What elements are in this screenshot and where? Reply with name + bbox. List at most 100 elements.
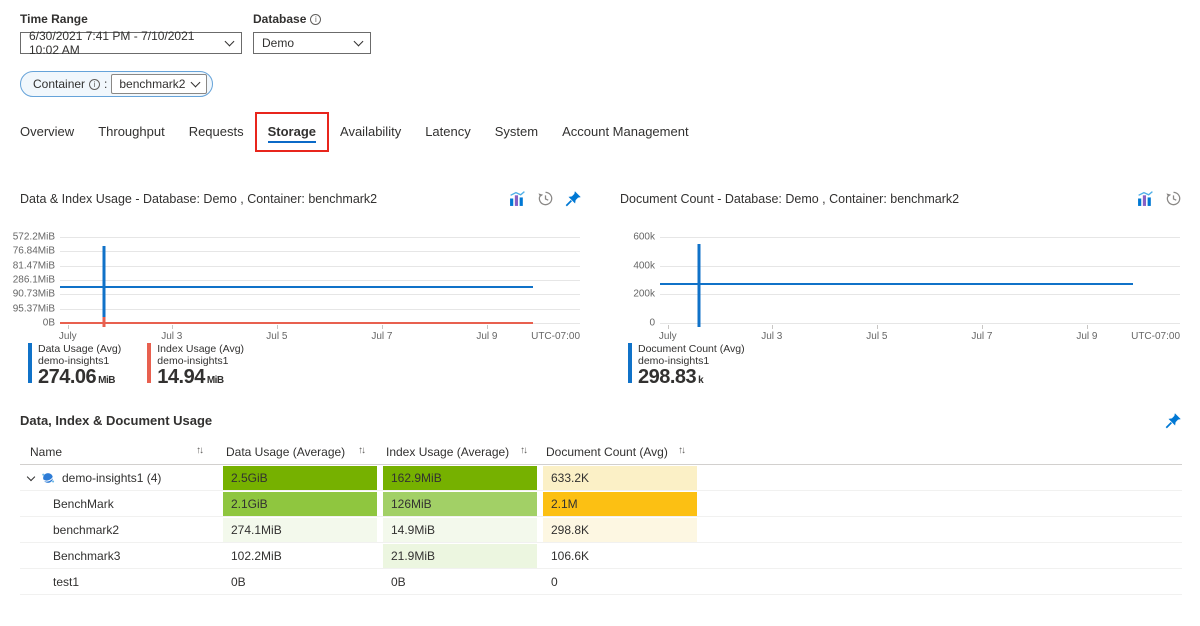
legend-series-scope: demo-insights1 <box>38 355 110 367</box>
legend-series-unit: MiB <box>98 375 116 386</box>
chart-plot[interactable]: 600k 400k 200k 0 July Jul 3 Jul 5 Jul 7 Jul 9 UTC… <box>633 232 1180 342</box>
info-icon: i <box>89 78 101 90</box>
table-row-demo-insights1-4[interactable]: demo-insights1 (4) 2.5GiB 162.9MiB 633.2K <box>20 465 1182 491</box>
time-range-value: 6/30/2021 7:41 PM - 7/10/2021 10:02 AM <box>29 29 195 57</box>
legend-series-scope: demo-insights1 <box>157 355 229 367</box>
row-name: BenchMark <box>53 497 114 511</box>
legend-item-index-usage-avg[interactable]: Index Usage (Avg) demo-insights1 14.94 MiB <box>147 343 244 391</box>
active-tab-highlight-box: Storage <box>254 112 330 152</box>
table-row-benchmark2[interactable]: benchmark2 274.1MiB 14.9MiB 298.8K <box>20 517 1182 543</box>
container-dropdown[interactable]: benchmark2 <box>111 74 208 94</box>
bar-chart-icon[interactable] <box>509 190 526 207</box>
chevron-down-icon <box>224 36 235 47</box>
chart-legend: Data Usage (Avg) demo-insights1 274.06 MiB I… <box>28 343 244 391</box>
time-range-field: Time Range 6/30/2021 7:41 PM - 7/10/2021… <box>20 12 242 57</box>
table-body: demo-insights1 (4) 2.5GiB 162.9MiB 633.2K Be… <box>20 465 1182 595</box>
y-axis-label: 200k <box>633 288 655 300</box>
legend-series-name: Data Usage (Avg) <box>38 343 122 355</box>
chevron-down-icon <box>190 77 201 88</box>
tab-availability[interactable]: Availability <box>340 124 402 139</box>
y-axis-label: 572.2MiB <box>12 231 55 243</box>
y-axis-label: 81.47MiB <box>12 260 55 272</box>
legend-series-value: 274.06 MiB <box>38 366 116 388</box>
x-axis-tick <box>67 325 69 329</box>
y-axis-label: 0 <box>649 317 655 329</box>
metric-cell: 633.2K <box>543 466 697 490</box>
table-row-benchmark[interactable]: BenchMark 2.1GiB 126MiB 2.1M <box>20 491 1182 517</box>
table-row-benchmark3[interactable]: Benchmark3 102.2MiB 21.9MiB 106.6K <box>20 543 1182 569</box>
timezone-label: UTC-07:00 <box>1131 331 1180 342</box>
container-filter-pill[interactable]: Container i : benchmark2 <box>20 71 214 97</box>
column-header-index-usage-average[interactable]: Index Usage (Average) <box>386 445 510 459</box>
pin-icon[interactable] <box>1165 412 1182 429</box>
tab-requests[interactable]: Requests <box>188 124 244 139</box>
metric-cell: 2.5GiB <box>223 466 377 490</box>
tab-bar: Overview Throughput Requests Storage Availab… <box>20 112 689 152</box>
database-label: Database <box>253 12 307 26</box>
metric-cell: 0B <box>391 575 406 589</box>
tab-storage[interactable]: Storage <box>267 114 317 150</box>
chart-title: Data & Index Usage - Database: Demo , Co… <box>20 191 378 206</box>
database-value: Demo <box>262 36 295 50</box>
metric-cell: 0B <box>231 575 246 589</box>
container-label: Container <box>33 77 86 91</box>
sort-icon[interactable]: ↑↓ <box>678 445 686 456</box>
legend-item-document-count-avg[interactable]: Document Count (Avg) demo-insights1 298.83… <box>628 343 745 391</box>
grid-line <box>60 251 580 253</box>
time-range-dropdown[interactable]: 6/30/2021 7:41 PM - 7/10/2021 10:02 AM <box>20 29 242 57</box>
grid-line <box>660 237 1180 238</box>
series-spike-index-usage-avg <box>102 316 106 328</box>
y-axis-label: 286.1MiB <box>12 274 55 286</box>
x-axis-label: Jul 7 <box>371 331 393 342</box>
x-axis-tick <box>1086 325 1088 329</box>
column-header-name[interactable]: Name <box>30 445 63 459</box>
metric-cell: 274.1MiB <box>223 518 377 542</box>
legend-series-value: 14.94 MiB <box>157 366 224 388</box>
grid-line <box>60 265 580 267</box>
database-dropdown[interactable]: Demo <box>253 32 371 54</box>
grid-line <box>60 237 580 238</box>
chart-plot[interactable]: 572.2MiB 76.84MiB 81.47MiB 286.1MiB 90.73MiB… <box>13 232 580 342</box>
metric-cell: 162.9MiB <box>383 466 537 490</box>
tab-system[interactable]: System <box>494 124 539 139</box>
tab-account-management[interactable]: Account Management <box>562 124 689 139</box>
series-spike-data-usage-avg <box>102 245 106 325</box>
column-header-data-usage-average[interactable]: Data Usage (Average) <box>226 445 346 459</box>
pin-icon[interactable] <box>565 190 582 207</box>
y-axis-label: 600k <box>633 231 655 243</box>
table-header-row: Name ↑↓ Data Usage (Average) ↑↓ Index Usage … <box>20 439 1182 465</box>
x-axis-label: Jul 9 <box>1076 331 1098 342</box>
metric-cell: 0 <box>551 575 558 589</box>
tab-overview[interactable]: Overview <box>20 124 75 139</box>
row-name: demo-insights1 (4) <box>62 471 162 485</box>
table-row-test1[interactable]: test1 0B 0B 0 <box>20 569 1182 595</box>
x-axis-label: July <box>58 331 77 342</box>
bar-chart-icon[interactable] <box>1137 190 1154 207</box>
metric-cell: 298.8K <box>543 518 697 542</box>
legend-color-bar <box>628 343 632 383</box>
grid-line <box>60 280 580 281</box>
metric-cell: 2.1GiB <box>223 492 377 516</box>
y-axis-label: 90.73MiB <box>12 288 55 300</box>
legend-color-bar <box>147 343 152 383</box>
tab-throughput[interactable]: Throughput <box>98 124 165 139</box>
history-icon[interactable] <box>537 190 554 207</box>
legend-series-name: Document Count (Avg) <box>638 343 745 355</box>
sort-icon[interactable]: ↑↓ <box>358 445 366 456</box>
row-name-cell: benchmark2 <box>53 517 119 543</box>
column-header-document-count-avg[interactable]: Document Count (Avg) <box>546 445 668 459</box>
sort-icon[interactable]: ↑↓ <box>520 445 528 456</box>
sort-icon[interactable]: ↑↓ <box>196 445 204 456</box>
row-name-cell: test1 <box>53 569 79 595</box>
chevron-down-icon[interactable] <box>26 472 36 481</box>
metric-cell: 102.2MiB <box>231 549 282 563</box>
legend-series-scope: demo-insights1 <box>638 355 710 367</box>
x-axis-tick <box>981 325 983 329</box>
legend-series-value: 298.83 k <box>638 366 704 388</box>
legend-item-data-usage-avg[interactable]: Data Usage (Avg) demo-insights1 274.06 MiB <box>28 343 121 391</box>
history-icon[interactable] <box>1165 190 1182 207</box>
tab-latency[interactable]: Latency <box>425 124 471 139</box>
legend-color-bar <box>28 343 32 383</box>
chart-data-index-usage: Data & Index Usage - Database: Demo , Co… <box>13 190 582 391</box>
x-axis-tick <box>771 325 773 329</box>
